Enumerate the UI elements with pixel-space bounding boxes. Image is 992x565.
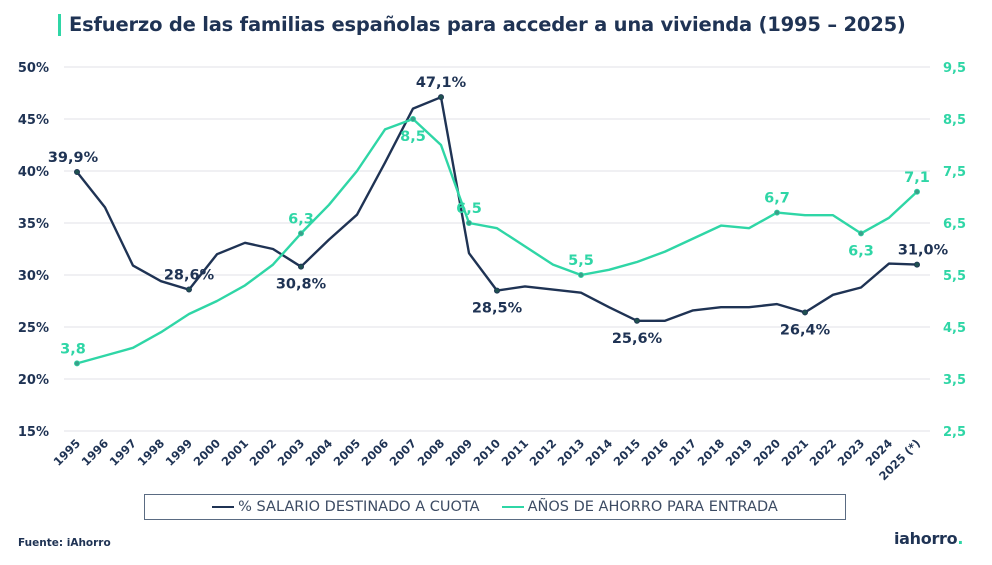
x-tick-label: 2000 <box>191 436 224 469</box>
left-tick-label: 30% <box>18 269 49 284</box>
x-tick-label: 2009 <box>443 436 476 469</box>
data-label: 8,5 <box>400 129 426 145</box>
legend-item-salary[interactable]: % SALARIO DESTINADO A CUOTA <box>212 499 480 515</box>
left-tick-label: 40% <box>18 165 49 180</box>
data-label: 6,3 <box>848 243 874 259</box>
x-tick-label: 2021 <box>779 436 812 469</box>
left-tick-label: 50% <box>18 61 49 76</box>
right-tick-label: 7,5 <box>943 165 966 180</box>
data-label: 31,0% <box>898 243 949 259</box>
right-tick-label: 4,5 <box>943 321 966 336</box>
data-point-marker <box>493 287 500 294</box>
brand-name: iahorro <box>894 529 958 548</box>
chart-title: Esfuerzo de las familias españolas para … <box>69 13 906 36</box>
data-label: 7,1 <box>904 170 930 186</box>
x-tick-label: 2002 <box>247 436 280 469</box>
left-axis-ticks: 50% 45% 40% 35% 30% 25% 20% 15% <box>18 61 49 440</box>
right-tick-label: 9,5 <box>943 61 966 76</box>
right-tick-label: 2,5 <box>943 425 966 440</box>
data-label: 47,1% <box>416 75 467 91</box>
x-tick-label: 1999 <box>163 436 196 469</box>
x-tick-label: 1995 <box>51 436 84 469</box>
data-point-marker <box>914 188 921 195</box>
legend-swatch-salary <box>212 505 235 509</box>
legend-label-salary: % SALARIO DESTINADO A CUOTA <box>238 499 480 515</box>
right-tick-label: 8,5 <box>943 113 966 128</box>
right-tick-label: 5,5 <box>943 269 966 284</box>
data-point-marker <box>802 309 809 316</box>
data-point-marker <box>297 230 304 237</box>
x-tick-label: 2007 <box>387 436 420 469</box>
data-label: 28,5% <box>472 301 523 317</box>
x-tick-label: 2008 <box>415 436 448 469</box>
x-axis-ticks: 1995199619971998199920002001200220032004… <box>51 436 924 483</box>
x-tick-label: 2006 <box>359 436 392 469</box>
gridlines <box>64 66 930 432</box>
data-label: 6,5 <box>456 201 482 217</box>
left-tick-label: 25% <box>18 321 49 336</box>
data-point-marker <box>74 360 81 367</box>
x-tick-label: 2017 <box>667 436 700 469</box>
data-point-marker <box>634 317 641 324</box>
left-tick-label: 45% <box>18 113 49 128</box>
x-tick-label: 2013 <box>555 436 588 469</box>
x-tick-label: 2005 <box>331 436 364 469</box>
source-note: Fuente: iAhorro <box>18 537 111 549</box>
chart-title-bar: Esfuerzo de las familias españolas para … <box>58 13 906 36</box>
left-tick-label: 15% <box>18 425 49 440</box>
x-tick-label: 1998 <box>135 436 168 469</box>
x-tick-label: 2016 <box>639 436 672 469</box>
brand-logo: iahorro. <box>894 529 963 548</box>
series-points <box>74 94 921 367</box>
data-label: 28,6% <box>164 268 215 284</box>
data-labels: 39,9% 28,6% 30,8% 47,1% 28,5% 25,6% 26,4% 31,0%… <box>48 75 949 357</box>
x-tick-label: 2023 <box>835 436 868 469</box>
legend-swatch-savings <box>501 505 524 509</box>
x-tick-label: 2004 <box>303 436 336 469</box>
x-tick-label: 2020 <box>751 436 784 469</box>
legend-item-savings[interactable]: AÑOS DE AHORRO PARA ENTRADA <box>501 499 778 515</box>
x-tick-label: 2001 <box>219 436 252 469</box>
left-tick-label: 20% <box>18 373 49 388</box>
data-point-marker <box>297 263 304 270</box>
x-tick-label: 2015 <box>611 436 644 469</box>
salary-series-line <box>76 95 918 322</box>
data-point-marker <box>578 271 585 278</box>
data-label: 5,5 <box>568 253 594 269</box>
x-tick-label: 1997 <box>107 436 140 469</box>
legend-label-savings: AÑOS DE AHORRO PARA ENTRADA <box>527 499 778 515</box>
brand-dot: . <box>957 529 964 548</box>
data-point-marker <box>858 230 865 237</box>
right-axis-ticks: 9,5 8,5 7,5 6,5 5,5 4,5 3,5 2,5 <box>943 61 966 440</box>
x-tick-label: 2014 <box>583 436 616 469</box>
x-tick-label: 1996 <box>79 436 112 469</box>
x-tick-label: 2003 <box>275 436 308 469</box>
title-accent-bar <box>58 13 61 36</box>
data-label: 39,9% <box>48 150 99 166</box>
right-tick-label: 6,5 <box>943 217 966 232</box>
data-label: 3,8 <box>60 341 86 357</box>
data-point-marker <box>914 261 921 268</box>
x-tick-label: 2012 <box>527 436 560 469</box>
data-point-marker <box>774 209 781 216</box>
data-label: 26,4% <box>780 322 831 338</box>
data-point-marker <box>437 94 444 101</box>
data-point-marker <box>465 219 472 226</box>
data-label: 30,8% <box>276 277 327 293</box>
data-label: 6,7 <box>764 191 790 207</box>
left-tick-label: 35% <box>18 217 49 232</box>
x-tick-label: 2018 <box>695 436 728 469</box>
x-tick-label: 2022 <box>807 436 840 469</box>
data-label: 25,6% <box>612 331 663 347</box>
legend: % SALARIO DESTINADO A CUOTA AÑOS DE AHOR… <box>144 494 846 520</box>
x-tick-label: 2019 <box>723 436 756 469</box>
data-point-marker <box>409 116 416 123</box>
right-tick-label: 3,5 <box>943 373 966 388</box>
x-tick-label: 2010 <box>471 436 504 469</box>
data-label: 6,3 <box>288 211 314 227</box>
data-point-marker <box>74 169 81 176</box>
x-tick-label: 2011 <box>499 436 532 469</box>
data-point-marker <box>185 286 192 293</box>
